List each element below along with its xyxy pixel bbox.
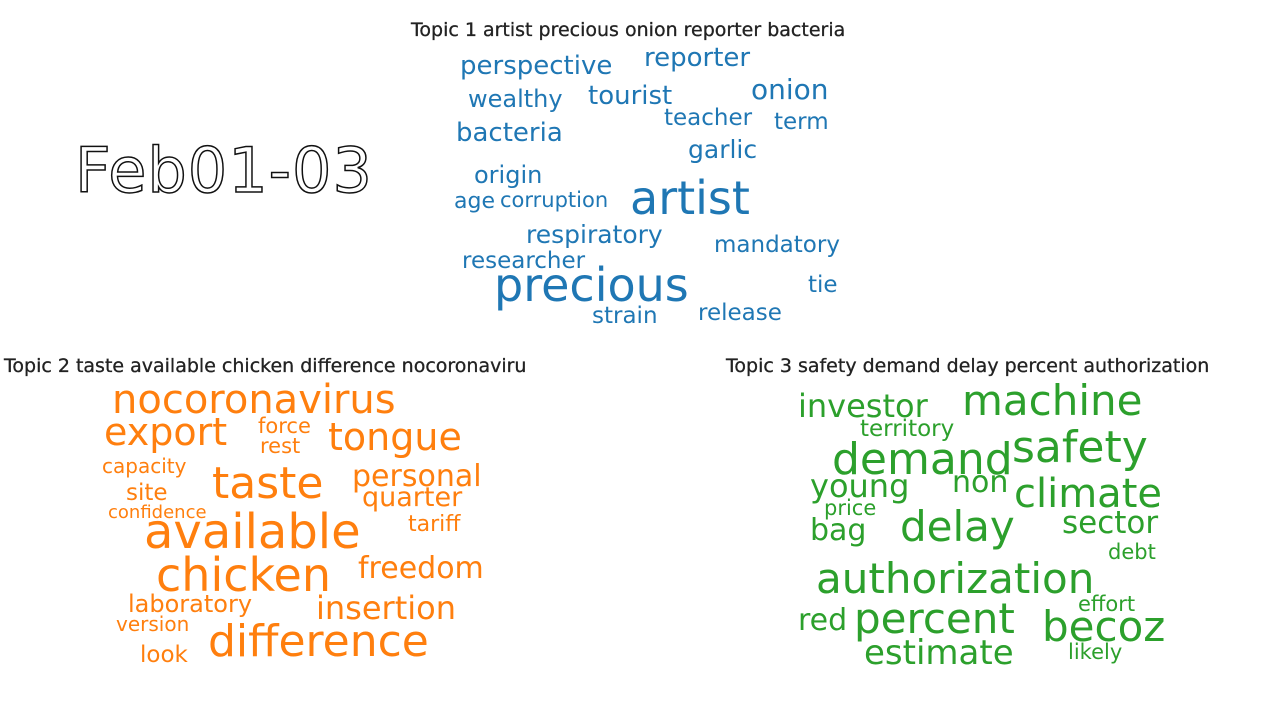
word: bacteria xyxy=(456,118,563,148)
topic-3-wordcloud: investor machine territory safety demand… xyxy=(790,378,1210,673)
word: laboratory xyxy=(128,590,253,618)
word: sector xyxy=(1062,505,1159,541)
word: artist xyxy=(630,171,750,225)
word: corruption xyxy=(500,188,609,212)
word: demand xyxy=(832,434,1013,485)
word: climate xyxy=(1014,471,1162,517)
word: respiratory xyxy=(526,220,663,249)
topic-2-title: Topic 2 taste available chicken differen… xyxy=(4,355,527,377)
word: reporter xyxy=(644,45,751,73)
word: bag xyxy=(810,513,867,548)
word: site xyxy=(126,480,168,506)
word: look xyxy=(140,642,188,668)
word: insertion xyxy=(316,589,456,627)
word: available xyxy=(144,504,361,560)
word: onion xyxy=(751,73,829,106)
word: mandatory xyxy=(714,232,840,258)
word: tariff xyxy=(408,512,461,537)
period-label: Feb01-03 xyxy=(74,134,373,207)
word: tongue xyxy=(328,415,462,459)
word: nocoronavirus xyxy=(112,378,396,423)
word: export xyxy=(104,410,228,454)
word: personal xyxy=(352,459,482,494)
word: strain xyxy=(592,303,658,329)
word: freedom xyxy=(358,551,484,586)
word: age xyxy=(454,189,495,214)
word: origin xyxy=(474,161,543,189)
word: precious xyxy=(494,258,689,312)
word: effort xyxy=(1078,592,1136,616)
word: investor xyxy=(798,387,928,425)
word: garlic xyxy=(688,135,758,164)
word: force xyxy=(258,414,311,438)
topic-3-title: Topic 3 safety demand delay percent auth… xyxy=(726,355,1210,377)
word: debt xyxy=(1108,540,1156,564)
word: safety xyxy=(1012,422,1148,473)
word: delay xyxy=(900,502,1015,551)
word: territory xyxy=(860,416,955,442)
word: machine xyxy=(962,378,1143,425)
topic-1-wordcloud: perspective reporter wealthy tourist oni… xyxy=(440,45,870,335)
word: confidence xyxy=(108,502,207,523)
word: chicken xyxy=(156,548,331,602)
word: red xyxy=(798,603,848,638)
word: tourist xyxy=(588,81,673,111)
word: capacity xyxy=(102,454,187,478)
word: term xyxy=(774,109,829,135)
word: percent xyxy=(854,594,1015,643)
word: taste xyxy=(212,458,324,509)
word: authorization xyxy=(816,554,1095,603)
word: estimate xyxy=(864,633,1014,673)
word: non xyxy=(952,465,1009,500)
word: young xyxy=(810,467,910,505)
word: version xyxy=(116,612,190,636)
word: price xyxy=(824,496,877,520)
word: likely xyxy=(1068,640,1123,664)
topic-1-title: Topic 1 artist precious onion reporter b… xyxy=(411,19,846,41)
word: difference xyxy=(208,616,429,667)
word: quarter xyxy=(362,482,463,513)
word: wealthy xyxy=(468,85,563,113)
word: release xyxy=(698,300,782,326)
topic-2-wordcloud: nocoronavirus export force rest tongue c… xyxy=(100,378,510,673)
word: perspective xyxy=(460,51,613,81)
word: tie xyxy=(808,272,838,298)
word: teacher xyxy=(664,105,753,131)
word: becoz xyxy=(1042,602,1166,651)
word: researcher xyxy=(462,248,586,274)
word: rest xyxy=(260,434,301,458)
